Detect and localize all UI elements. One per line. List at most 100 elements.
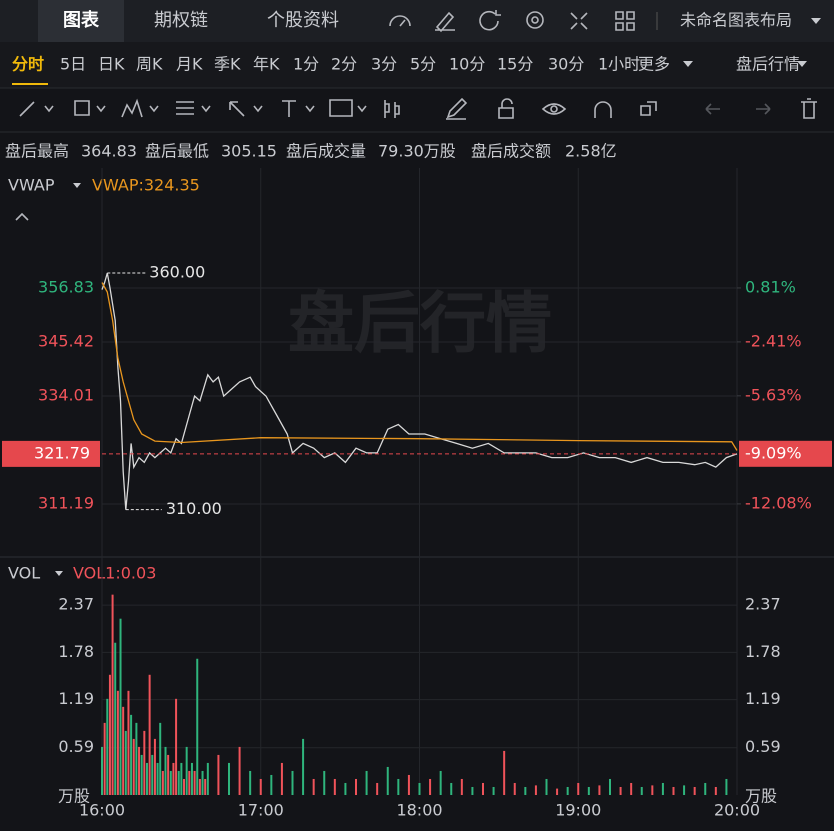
icon[interactable] bbox=[19, 101, 54, 117]
dropdown-arrow bbox=[683, 61, 693, 67]
period-tab[interactable]: 5日 bbox=[60, 55, 86, 74]
volume-bar bbox=[609, 778, 611, 795]
icon[interactable] bbox=[282, 100, 315, 117]
volume-bar bbox=[661, 782, 664, 795]
icon[interactable] bbox=[705, 103, 720, 115]
icon[interactable] bbox=[531, 16, 539, 24]
period-tab[interactable]: 10分 bbox=[449, 55, 485, 74]
icon[interactable] bbox=[640, 101, 657, 116]
y-tick-label: 2.37 bbox=[58, 595, 94, 614]
icon[interactable] bbox=[541, 103, 567, 115]
volume-bar bbox=[545, 778, 548, 795]
period-tab[interactable]: 季K bbox=[214, 55, 241, 74]
drawing-toolbar[interactable] bbox=[19, 97, 817, 120]
y2-tick-label: 0.81% bbox=[745, 277, 796, 296]
volume-bar bbox=[161, 770, 164, 795]
volume-bar bbox=[103, 722, 106, 795]
volume-bar bbox=[217, 754, 220, 795]
volume-bar bbox=[471, 786, 474, 795]
indicator-value: VOL1:0.03 bbox=[73, 564, 156, 583]
icon[interactable] bbox=[229, 101, 263, 117]
y2-tick-label: -12.08% bbox=[745, 493, 812, 512]
top-icons[interactable] bbox=[389, 10, 635, 33]
tab[interactable]: 图表 bbox=[63, 9, 100, 31]
icon[interactable] bbox=[329, 99, 367, 117]
annotation: 360.00 bbox=[149, 263, 205, 282]
volume-bar bbox=[323, 770, 326, 795]
volume-bar bbox=[249, 770, 252, 795]
volume-bar bbox=[143, 730, 146, 795]
period-tab[interactable]: 更多 bbox=[638, 55, 670, 74]
volume-bar bbox=[672, 786, 675, 795]
volume-bar bbox=[190, 762, 193, 795]
icon[interactable] bbox=[756, 103, 771, 115]
last-price-label: 321.79 bbox=[34, 443, 90, 462]
period-tab[interactable]: 30分 bbox=[548, 55, 584, 74]
session-menu[interactable]: 盘后行情 bbox=[736, 55, 800, 74]
volume-bar bbox=[460, 778, 463, 795]
volume-bar bbox=[185, 746, 188, 795]
icon[interactable] bbox=[435, 11, 455, 33]
stat-label: 盘后最高 bbox=[5, 142, 69, 161]
period-tab[interactable]: 日K bbox=[98, 55, 125, 74]
volume-bar bbox=[138, 746, 141, 795]
icon[interactable] bbox=[446, 97, 468, 120]
y2-tick-label: -2.41% bbox=[745, 331, 802, 350]
volume-bar bbox=[122, 706, 125, 795]
indicator-name[interactable]: VOL bbox=[8, 564, 40, 583]
y-tick-label: 1.78 bbox=[58, 642, 94, 661]
volume-bar bbox=[312, 778, 315, 795]
icon[interactable] bbox=[121, 98, 159, 118]
y2-tick-label: 1.19 bbox=[745, 689, 781, 708]
volume-bar bbox=[418, 782, 421, 795]
volume-bar bbox=[365, 770, 368, 795]
period-tab[interactable]: 1小时 bbox=[598, 55, 640, 74]
period-tab[interactable]: 15分 bbox=[497, 55, 533, 74]
period-tab[interactable]: 2分 bbox=[331, 55, 357, 74]
volume-bar bbox=[429, 778, 432, 795]
period-tab[interactable]: 年K bbox=[253, 55, 280, 74]
dropdown-arrow bbox=[55, 571, 63, 576]
layout-name[interactable]: 未命名图表布局 bbox=[680, 11, 792, 30]
volume-bar bbox=[130, 714, 133, 795]
icon[interactable] bbox=[389, 15, 411, 27]
period-tab[interactable]: 1分 bbox=[293, 55, 319, 74]
period-tab[interactable]: 分时 bbox=[12, 55, 44, 74]
volume-bar bbox=[503, 750, 506, 795]
indicator-name[interactable]: VWAP bbox=[8, 176, 55, 195]
y-tick-label: 356.83 bbox=[38, 278, 94, 297]
period-tab[interactable]: 5分 bbox=[410, 55, 436, 74]
icon[interactable] bbox=[74, 100, 106, 116]
volume-bar bbox=[169, 770, 172, 795]
icon[interactable] bbox=[594, 101, 612, 118]
period-tab[interactable]: 周K bbox=[136, 55, 163, 74]
icon[interactable] bbox=[526, 11, 544, 29]
x-tick-label: 19:00 bbox=[555, 801, 601, 820]
icon[interactable] bbox=[176, 101, 211, 115]
volume-bar bbox=[693, 786, 696, 795]
icon[interactable] bbox=[550, 105, 558, 113]
volume-bar bbox=[148, 674, 151, 795]
icon[interactable] bbox=[615, 11, 635, 31]
volume-bar bbox=[513, 782, 516, 795]
volume-bar bbox=[333, 778, 336, 795]
icon[interactable] bbox=[479, 10, 501, 31]
period-bar bbox=[0, 42, 834, 88]
period-tab[interactable]: 月K bbox=[176, 55, 203, 74]
collapse-icon[interactable] bbox=[15, 212, 29, 221]
icon[interactable] bbox=[801, 98, 817, 119]
icon[interactable] bbox=[498, 98, 514, 119]
volume-bar bbox=[175, 698, 178, 795]
unit-label: 万股 bbox=[58, 787, 90, 806]
x-tick-label: 17:00 bbox=[238, 801, 284, 820]
icon[interactable] bbox=[570, 12, 588, 30]
tab[interactable]: 期权链 bbox=[154, 10, 208, 31]
volume-bar bbox=[135, 722, 138, 795]
icon[interactable] bbox=[384, 100, 400, 118]
x-tick-label: 20:00 bbox=[714, 801, 760, 820]
dropdown-arrow bbox=[811, 18, 821, 24]
tab[interactable]: 个股资料 bbox=[267, 10, 339, 31]
dropdown-arrow bbox=[797, 61, 807, 67]
period-tab[interactable]: 3分 bbox=[371, 55, 397, 74]
